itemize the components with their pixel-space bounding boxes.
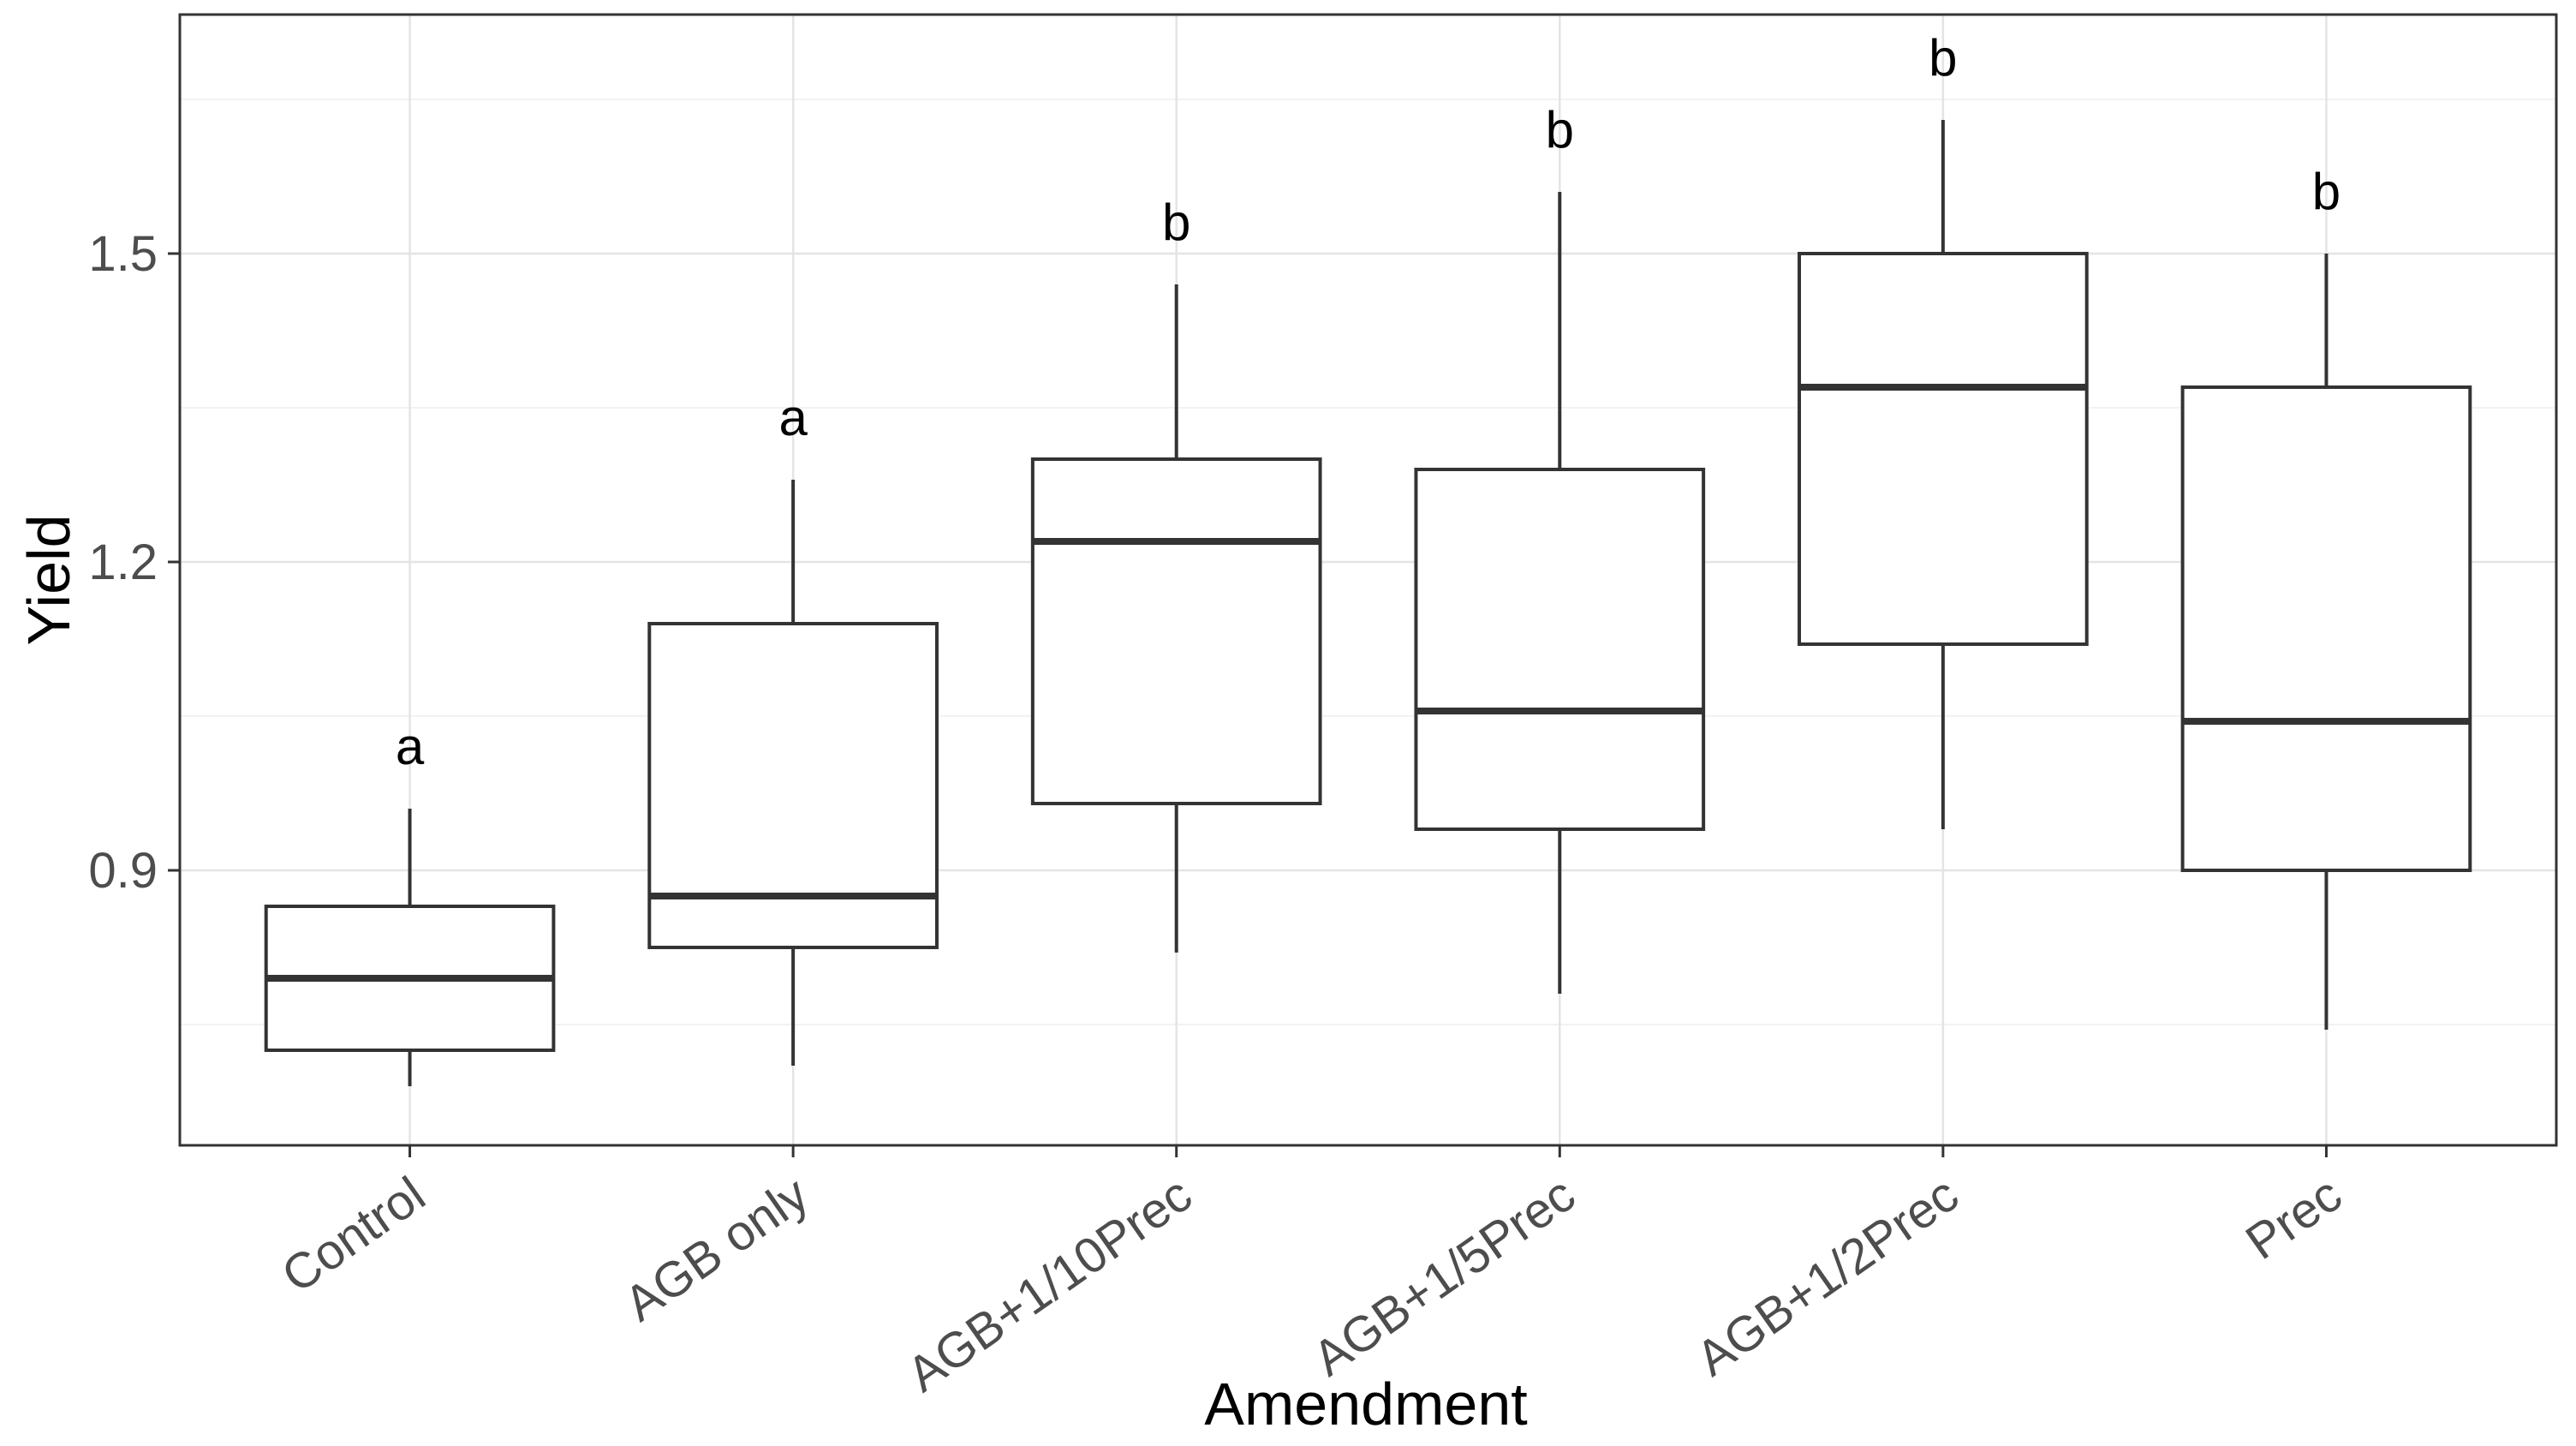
panel-border xyxy=(178,13,2558,1147)
significance-letter: a xyxy=(778,389,808,446)
plot-panel xyxy=(180,15,2556,1145)
x-axis-category-label: AGB+1/10Prec xyxy=(897,1166,1202,1402)
significance-letter: b xyxy=(2312,163,2340,220)
y-axis-title: Yield xyxy=(15,514,82,646)
x-axis-category-label: Control xyxy=(272,1166,435,1303)
y-axis-tick-label: 0.9 xyxy=(88,843,158,899)
boxplot-box xyxy=(1414,468,1706,831)
boxplot-box xyxy=(1030,457,1322,805)
significance-letter: b xyxy=(1546,101,1574,158)
y-axis-tick-label: 1.5 xyxy=(88,226,158,282)
x-axis-category-label: Prec xyxy=(2236,1166,2352,1270)
significance-letter: b xyxy=(1162,194,1190,251)
x-axis-category-label: AGB only xyxy=(615,1166,819,1332)
x-axis-category-label: AGB+1/2Prec xyxy=(1686,1166,1968,1387)
boxplot-box xyxy=(1798,252,2089,646)
significance-letter: a xyxy=(396,718,425,775)
x-axis-title: Amendment xyxy=(1204,1371,1528,1437)
y-axis-tick-label: 1.2 xyxy=(88,535,158,590)
significance-letter: b xyxy=(1929,29,1957,87)
x-axis-category-label: AGB+1/5Prec xyxy=(1303,1166,1585,1387)
boxplot-box xyxy=(2180,385,2472,872)
